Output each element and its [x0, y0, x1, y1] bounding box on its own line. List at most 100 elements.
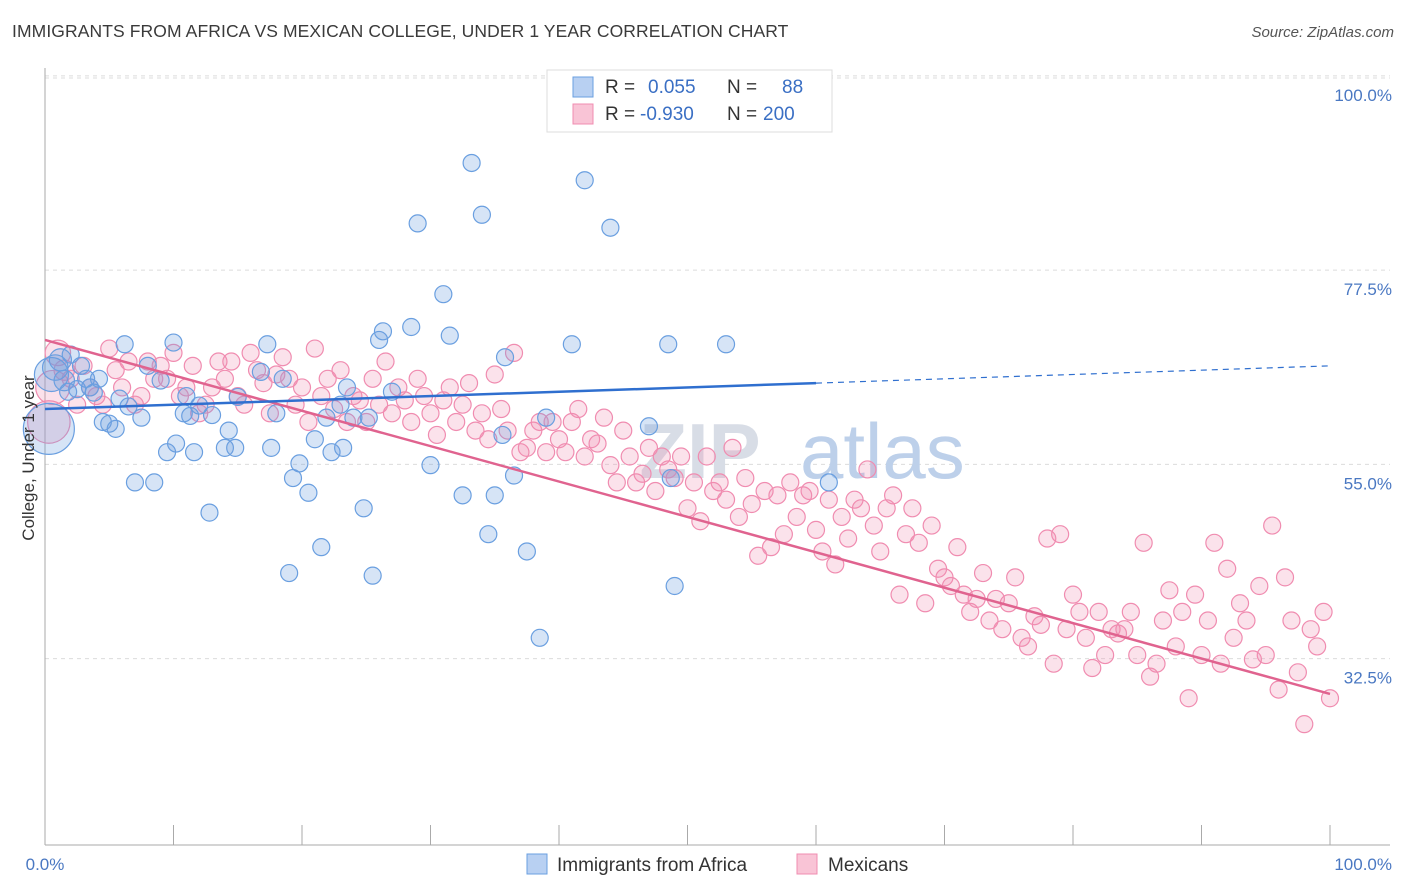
point-africa [219, 421, 238, 440]
point-mexicans [916, 594, 935, 613]
point-mexicans [376, 352, 395, 371]
point-mexicans [1153, 611, 1173, 630]
point-africa [166, 434, 186, 453]
point-mexicans [1256, 645, 1275, 665]
point-mexicans [408, 369, 427, 388]
point-mexicans [864, 516, 883, 535]
point-mexicans [427, 425, 447, 445]
point-mexicans [1237, 611, 1256, 630]
point-africa [337, 378, 357, 397]
point-mexicans [639, 438, 659, 457]
point-africa [354, 499, 373, 518]
point-mexicans [787, 507, 806, 527]
point-mexicans [665, 468, 684, 488]
point-mexicans [260, 404, 279, 423]
point-mexicans [27, 400, 71, 444]
point-africa [22, 402, 75, 455]
trend-line-mexicans [44, 338, 1331, 696]
point-mexicans [537, 443, 556, 462]
y-tick-label: 100.0% [1334, 86, 1392, 105]
point-mexicans [806, 520, 826, 539]
point-mexicans [1269, 680, 1288, 699]
point-africa [202, 405, 222, 425]
trend-line-africa [44, 381, 817, 411]
point-africa [462, 153, 481, 173]
point-mexicans [909, 533, 928, 552]
point-mexicans [1308, 637, 1327, 656]
point-mexicans [292, 378, 312, 397]
point-africa [84, 383, 103, 402]
point-africa [299, 483, 318, 502]
point-africa [819, 473, 838, 492]
point-mexicans [241, 343, 260, 362]
point-africa [305, 430, 324, 449]
point-mexicans [781, 473, 800, 492]
point-mexicans [601, 456, 620, 475]
legend-n-label-1: N = [727, 77, 757, 98]
point-africa [562, 335, 581, 354]
point-africa [661, 468, 680, 488]
point-mexicans [858, 460, 877, 479]
x-tick-label-min: 0.0% [26, 855, 65, 874]
point-mexicans [1031, 615, 1050, 634]
point-mexicans [826, 555, 845, 574]
point-mexicans [1185, 585, 1205, 604]
point-africa [280, 563, 299, 583]
point-mexicans [800, 481, 819, 501]
point-africa [273, 369, 292, 388]
point-mexicans [280, 369, 299, 388]
point-africa [200, 503, 219, 522]
watermark-atlas: atlas [800, 407, 965, 495]
point-mexicans [1147, 654, 1166, 673]
point-mexicans [614, 421, 633, 440]
point-mexicans [871, 542, 890, 561]
point-mexicans [1179, 689, 1198, 708]
point-mexicans [504, 343, 524, 362]
bottom-legend-mexicans: Mexicans [828, 855, 908, 876]
point-mexicans [1063, 585, 1083, 604]
point-mexicans [382, 404, 402, 423]
point-mexicans [106, 361, 125, 380]
point-mexicans [273, 348, 292, 367]
point-africa [184, 443, 204, 462]
point-mexicans [594, 408, 614, 427]
point-mexicans [1076, 628, 1095, 647]
point-africa [421, 456, 440, 475]
point-mexicans [575, 447, 594, 466]
point-mexicans [466, 421, 485, 440]
point-mexicans [1051, 525, 1070, 544]
point-mexicans [472, 404, 491, 423]
point-mexicans [774, 525, 793, 544]
point-africa [601, 218, 620, 237]
point-mexicans [254, 374, 273, 393]
point-africa [145, 473, 164, 492]
point-africa [537, 408, 556, 427]
point-mexicans [1089, 602, 1108, 622]
point-africa [290, 454, 309, 473]
point-africa [312, 538, 331, 557]
point-africa [479, 525, 498, 544]
y-axis-label: College, Under 1 year [19, 375, 38, 541]
point-mexicans [459, 374, 479, 393]
point-africa [190, 396, 209, 415]
y-tick-labels: 100.0% 77.5% 55.0% 32.5% [1334, 86, 1392, 688]
legend-n-value-2: 200 [763, 104, 795, 125]
point-mexicans [1083, 658, 1102, 678]
point-mexicans [492, 399, 511, 419]
point-mexicans [183, 356, 202, 375]
y-tick-label: 32.5% [1344, 669, 1392, 688]
point-mexicans [980, 611, 999, 630]
point-mexicans [164, 343, 183, 362]
point-africa [453, 486, 472, 505]
legend-swatch-africa [572, 76, 594, 98]
legend-box [546, 69, 833, 133]
point-africa [639, 417, 659, 436]
point-africa [373, 322, 393, 341]
point-africa [485, 486, 504, 505]
legend-r-label-2: R = [605, 104, 635, 125]
point-mexicans [922, 516, 941, 535]
point-africa [226, 438, 245, 457]
point-mexicans [331, 361, 350, 380]
point-africa [359, 408, 378, 427]
trend-lines [44, 338, 1331, 696]
